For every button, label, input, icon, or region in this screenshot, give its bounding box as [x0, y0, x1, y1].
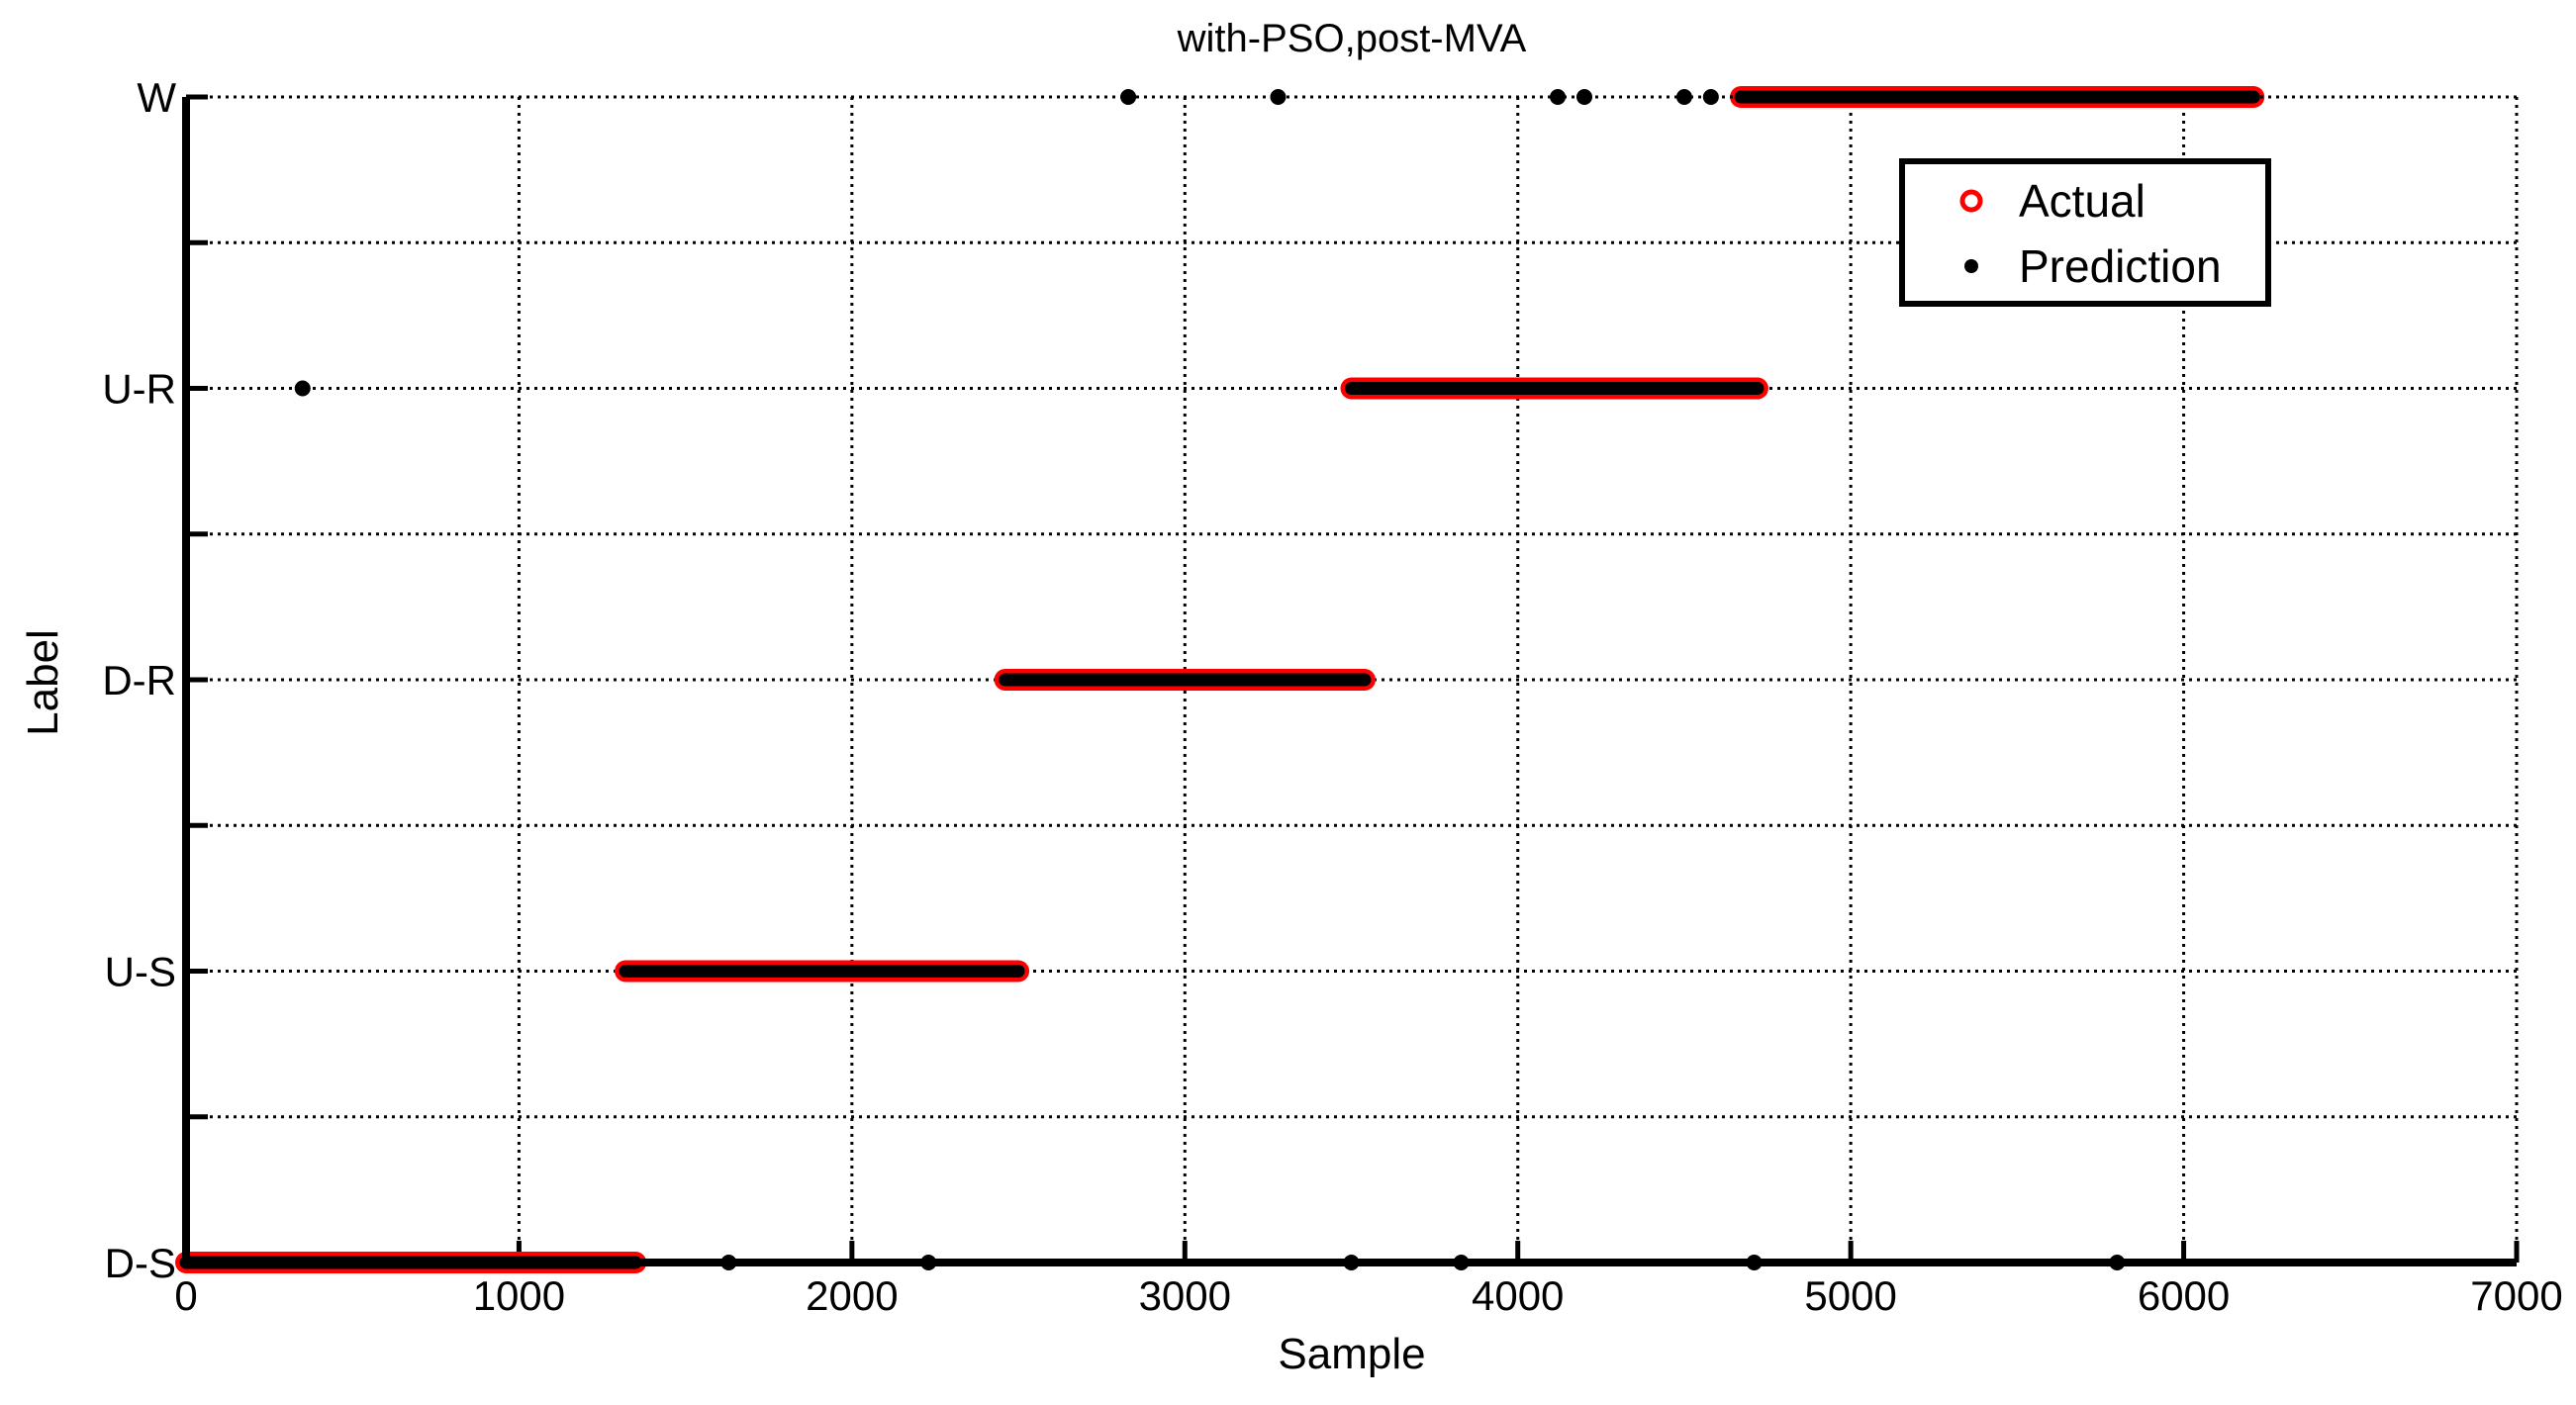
y-axis-label: Label: [19, 629, 67, 736]
legend-prediction-label: Prediction: [2019, 240, 2222, 292]
x-tick-label: 2000: [806, 1272, 898, 1319]
legend-prediction-marker: [1964, 259, 1978, 273]
legend: Actual Prediction: [1899, 158, 2271, 307]
prediction-point: [1270, 89, 1287, 105]
x-tick-label: 4000: [1472, 1272, 1564, 1319]
legend-box: [1899, 158, 2271, 307]
x-tick-label: 3000: [1139, 1272, 1231, 1319]
y-tick-label: U-S: [105, 949, 176, 995]
y-tick-label: U-R: [102, 366, 176, 413]
legend-actual-marker: [1959, 189, 1983, 213]
x-tick-label: 0: [174, 1272, 197, 1319]
y-tick-label: D-S: [105, 1240, 176, 1286]
chart-title: with-PSO,post-MVA: [1177, 17, 1527, 60]
label-layer: 0 1000 2000 3000 4000 5000 6000 7000 D-S U-S D-R U-…: [102, 74, 2562, 1319]
axes-layer: [182, 95, 2519, 1266]
prediction-point: [1576, 89, 1592, 105]
x-tick-label: 5000: [1804, 1272, 1896, 1319]
prediction-point: [1702, 89, 1719, 105]
x-tick-label: 6000: [2138, 1272, 2230, 1319]
x-axis-label: Sample: [1278, 1330, 1425, 1378]
y-tick-label: D-R: [102, 657, 176, 703]
x-tick-label: 7000: [2470, 1272, 2562, 1319]
prediction-point: [294, 380, 311, 397]
x-tick-label: 1000: [473, 1272, 565, 1319]
legend-actual-label: Actual: [2019, 175, 2146, 227]
y-tick-label: W: [137, 74, 176, 121]
